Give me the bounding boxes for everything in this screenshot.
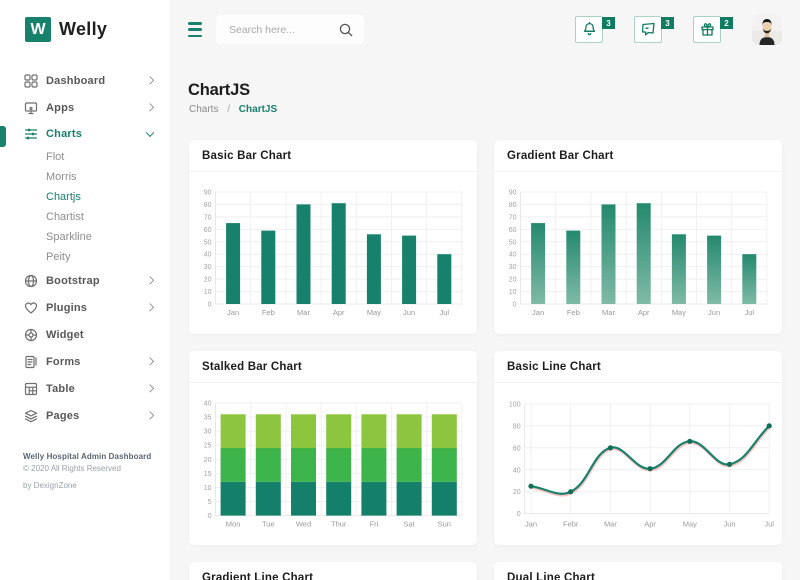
svg-text:10: 10 xyxy=(204,485,212,492)
svg-text:Jun: Jun xyxy=(708,308,720,317)
svg-text:10: 10 xyxy=(509,289,517,296)
svg-text:25: 25 xyxy=(204,443,212,450)
svg-text:Tue: Tue xyxy=(262,520,275,529)
svg-text:Jun: Jun xyxy=(403,308,415,317)
svg-text:90: 90 xyxy=(204,190,212,197)
svg-text:Jul: Jul xyxy=(745,308,755,317)
svg-text:5: 5 xyxy=(208,499,212,506)
svg-text:70: 70 xyxy=(204,214,212,221)
svg-text:Jan: Jan xyxy=(532,308,544,317)
svg-text:Apr: Apr xyxy=(644,520,656,529)
svg-text:Wed: Wed xyxy=(296,520,311,529)
svg-text:40: 40 xyxy=(204,401,212,408)
svg-text:Feb: Feb xyxy=(567,308,580,317)
svg-text:30: 30 xyxy=(204,429,212,436)
svg-text:35: 35 xyxy=(204,415,212,422)
svg-text:40: 40 xyxy=(509,252,517,259)
svg-text:70: 70 xyxy=(509,214,517,221)
svg-text:0: 0 xyxy=(208,302,212,309)
svg-text:Fri: Fri xyxy=(370,520,379,529)
svg-text:60: 60 xyxy=(509,227,517,234)
svg-text:Sun: Sun xyxy=(438,520,451,529)
svg-text:Jul: Jul xyxy=(764,520,774,529)
svg-text:20: 20 xyxy=(204,277,212,284)
svg-text:20: 20 xyxy=(513,489,521,496)
svg-text:0: 0 xyxy=(517,511,521,518)
svg-text:Jan: Jan xyxy=(227,308,239,317)
svg-text:Jun: Jun xyxy=(723,520,735,529)
svg-text:30: 30 xyxy=(509,264,517,271)
svg-text:May: May xyxy=(367,308,381,317)
svg-text:80: 80 xyxy=(509,202,517,209)
svg-text:50: 50 xyxy=(509,239,517,246)
svg-text:Febr: Febr xyxy=(563,520,579,529)
svg-text:Jul: Jul xyxy=(440,308,450,317)
svg-text:Mar: Mar xyxy=(297,308,310,317)
svg-text:Thur: Thur xyxy=(331,520,347,529)
svg-text:30: 30 xyxy=(204,264,212,271)
svg-text:Apr: Apr xyxy=(333,308,345,317)
svg-text:20: 20 xyxy=(204,457,212,464)
svg-text:80: 80 xyxy=(513,423,521,430)
svg-text:0: 0 xyxy=(208,513,212,520)
svg-text:Mon: Mon xyxy=(226,520,241,529)
svg-text:0: 0 xyxy=(513,302,517,309)
svg-text:100: 100 xyxy=(509,402,521,409)
svg-text:90: 90 xyxy=(509,190,517,197)
svg-text:15: 15 xyxy=(204,471,212,478)
svg-text:Mar: Mar xyxy=(604,520,617,529)
svg-text:10: 10 xyxy=(204,289,212,296)
svg-text:40: 40 xyxy=(513,467,521,474)
svg-text:Jan: Jan xyxy=(525,520,537,529)
svg-text:60: 60 xyxy=(513,445,521,452)
svg-text:Apr: Apr xyxy=(638,308,650,317)
svg-text:Feb: Feb xyxy=(262,308,275,317)
svg-text:May: May xyxy=(683,520,697,529)
svg-text:May: May xyxy=(672,308,686,317)
svg-text:60: 60 xyxy=(204,227,212,234)
svg-text:40: 40 xyxy=(204,252,212,259)
svg-text:80: 80 xyxy=(204,202,212,209)
svg-text:Mar: Mar xyxy=(602,308,615,317)
svg-text:Sat: Sat xyxy=(403,520,415,529)
svg-text:50: 50 xyxy=(204,239,212,246)
svg-text:20: 20 xyxy=(509,277,517,284)
